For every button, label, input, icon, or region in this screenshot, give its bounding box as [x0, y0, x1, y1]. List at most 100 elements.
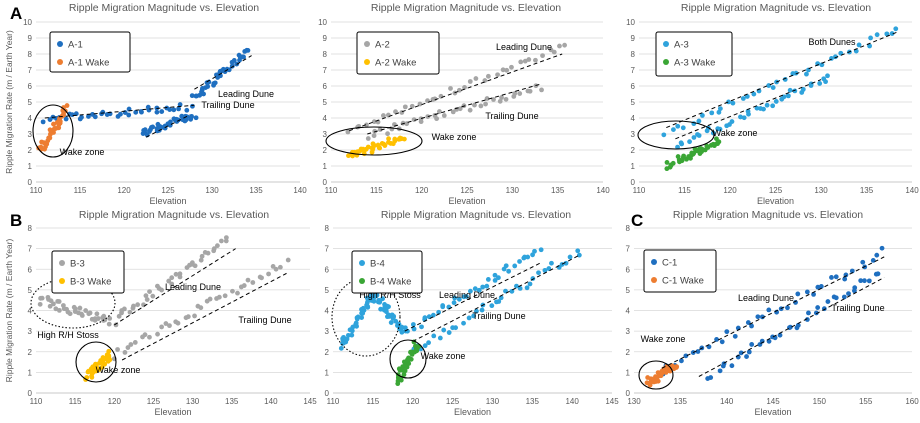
data-point — [499, 95, 504, 100]
data-point — [437, 335, 443, 341]
trendline — [698, 277, 885, 377]
data-point — [365, 136, 371, 141]
y-tick-label: 5 — [323, 98, 328, 107]
wake-zone-ellipse — [389, 339, 427, 379]
data-point — [230, 288, 235, 294]
data-point — [125, 345, 131, 350]
data-point — [463, 294, 469, 299]
data-point — [241, 54, 246, 60]
data-point — [193, 115, 199, 121]
data-point — [741, 115, 747, 121]
data-point — [842, 276, 848, 282]
y-tick-label: 5 — [325, 286, 330, 295]
data-point — [402, 325, 408, 331]
trendline — [367, 83, 540, 135]
data-point — [418, 119, 424, 125]
x-tick-label: 115 — [678, 186, 691, 195]
data-point — [787, 324, 793, 330]
panel-letter: C — [631, 211, 643, 230]
annotation-label: Wake zone — [713, 128, 758, 138]
data-point — [159, 324, 165, 330]
data-point — [664, 160, 670, 165]
data-point — [833, 274, 839, 280]
data-point — [395, 381, 401, 387]
data-point — [448, 86, 453, 91]
data-point — [846, 291, 851, 297]
chart-title: Ripple Migration Magnitude vs. Elevation — [69, 2, 259, 14]
trendline — [675, 79, 822, 140]
annotation-label: Wake zone — [421, 351, 466, 361]
trendline — [404, 262, 541, 332]
data-point — [184, 107, 190, 113]
data-point — [744, 354, 749, 359]
x-axis-label: Elevation — [754, 407, 791, 417]
data-point — [793, 70, 799, 76]
x-tick-label: 140 — [905, 186, 919, 195]
legend-label: C-1 Wake — [662, 276, 704, 287]
data-point — [214, 72, 219, 78]
y-tick-label: 1 — [28, 162, 33, 171]
annotation-label: Trailing Dune — [201, 100, 254, 110]
data-point — [56, 307, 62, 313]
y-tick-label: 1 — [28, 368, 33, 377]
data-point — [401, 372, 407, 378]
data-point — [285, 257, 291, 263]
data-point — [833, 54, 838, 60]
data-point — [467, 107, 473, 113]
data-point — [749, 342, 755, 347]
chart-panel-1: 0 1 2 3 4 5 6 7 8 9 10 110 115 120 125 130 135 140 Ripple … — [4, 2, 307, 206]
data-point — [484, 96, 490, 101]
y-tick-label: 6 — [626, 265, 631, 274]
data-point — [437, 109, 442, 114]
data-point — [95, 316, 101, 321]
data-point — [450, 109, 456, 115]
y-tick-label: 4 — [325, 307, 330, 316]
chart-panel-5: 0 1 2 3 4 5 6 7 8 110 115 120 125 130 135 140 145 Ripple … — [325, 209, 620, 417]
data-point — [408, 349, 413, 355]
data-point — [530, 252, 535, 258]
data-point — [483, 101, 488, 107]
y-tick-label: 8 — [28, 224, 33, 233]
data-point — [100, 109, 106, 115]
y-tick-label: 8 — [323, 50, 328, 59]
legend-label: C-1 — [662, 258, 677, 269]
data-point — [717, 126, 723, 132]
y-tick-label: 2 — [323, 146, 328, 155]
data-point — [216, 294, 222, 300]
data-point — [819, 62, 825, 68]
data-point — [745, 320, 751, 325]
data-point — [679, 141, 685, 147]
chart-panel-4: 0 1 2 3 4 5 6 7 8 110 115 120 125 130 135 140 145 Ripple … — [4, 209, 317, 417]
data-point — [168, 119, 173, 125]
y-tick-label: 2 — [28, 348, 33, 357]
data-point — [785, 305, 790, 311]
x-tick-label: 125 — [147, 397, 161, 406]
data-point — [542, 267, 548, 273]
data-point — [746, 349, 752, 355]
data-point — [517, 259, 522, 264]
data-point — [825, 299, 831, 304]
data-point — [858, 278, 864, 284]
x-tick-label: 150 — [813, 397, 827, 406]
data-point — [359, 315, 365, 320]
data-point — [675, 123, 681, 129]
data-point — [201, 91, 206, 97]
data-point — [139, 109, 144, 115]
data-point — [679, 358, 684, 364]
data-point — [56, 299, 62, 304]
data-point — [503, 263, 509, 269]
data-point — [777, 332, 783, 338]
data-point — [683, 353, 689, 359]
data-point — [205, 250, 211, 256]
x-tick-label: 145 — [766, 397, 780, 406]
legend-marker — [59, 260, 65, 266]
data-point — [575, 248, 581, 254]
data-point — [773, 99, 779, 104]
data-point — [540, 53, 545, 59]
x-tick-label: 140 — [264, 397, 278, 406]
annotation-label: Trailing Dune — [485, 111, 538, 121]
data-point — [409, 103, 415, 109]
data-point — [829, 275, 834, 280]
data-point — [349, 328, 355, 334]
data-point — [207, 296, 213, 302]
